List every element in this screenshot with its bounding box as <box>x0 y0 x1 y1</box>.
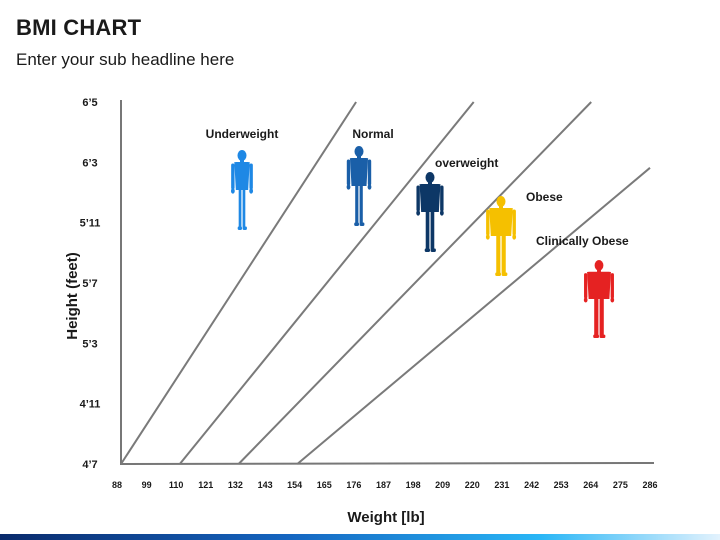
x-tick-label: 253 <box>554 480 569 490</box>
x-tick-label: 286 <box>642 480 657 490</box>
x-tick-label: 198 <box>406 480 421 490</box>
x-tick-label: 275 <box>613 480 628 490</box>
person-silhouette-slim-icon <box>230 150 254 230</box>
person-silhouette-heavy-icon <box>485 196 517 276</box>
x-tick-label: 143 <box>258 480 273 490</box>
x-tick-label: 88 <box>112 480 122 490</box>
y-tick-label: 4’11 <box>80 399 101 411</box>
bmi-boundary-line <box>179 101 475 465</box>
x-tick-label: 132 <box>228 480 243 490</box>
category-label: overweight <box>435 156 498 170</box>
x-tick-label: 187 <box>376 480 391 490</box>
category-label: Obese <box>526 190 563 204</box>
bmi-category: Underweight <box>206 127 279 230</box>
person-silhouette-icon <box>346 146 372 226</box>
person-silhouette-heavy-icon <box>583 260 615 338</box>
x-tick-label: 176 <box>346 480 361 490</box>
bmi-boundary-line <box>237 101 592 465</box>
footer-accent-bar <box>0 534 720 540</box>
page-title: BMI CHART <box>16 15 142 40</box>
bmi-categories: Underweight Normal overweight Obese Clinical… <box>206 127 629 338</box>
x-axis <box>120 462 655 465</box>
y-axis-label: Height (feet) <box>64 252 81 340</box>
y-tick-label: 5’11 <box>80 218 101 230</box>
bmi-category: Normal <box>346 127 394 226</box>
category-label: Underweight <box>206 127 279 141</box>
bmi-boundary-line <box>296 167 651 465</box>
y-tick-labels: 4’7 4’11 5’3 5’7 5’11 6’3 6’5 <box>80 97 101 471</box>
x-tick-label: 209 <box>435 480 450 490</box>
category-label: Normal <box>352 127 393 141</box>
y-tick-label: 4’7 <box>82 459 97 471</box>
x-tick-label: 154 <box>287 480 302 490</box>
category-label: Clinically Obese <box>536 234 629 248</box>
bmi-boundary-lines <box>120 101 651 465</box>
x-tick-label: 242 <box>524 480 539 490</box>
bmi-boundary-line <box>120 101 357 465</box>
y-tick-label: 5’7 <box>82 278 97 290</box>
page-subtitle: Enter your sub headline here <box>16 50 235 69</box>
y-tick-label: 5’3 <box>82 338 97 350</box>
x-tick-labels: 88 99 110 121 132 143 154 165 176 187 198 209 220 231… <box>112 480 658 490</box>
x-tick-label: 110 <box>169 480 184 490</box>
bmi-category: overweight <box>416 156 498 252</box>
x-axis-label: Weight [lb] <box>347 509 424 526</box>
bmi-category: Clinically Obese <box>536 234 629 338</box>
person-silhouette-broad-icon <box>416 172 444 252</box>
y-tick-label: 6’3 <box>82 157 97 169</box>
x-tick-label: 220 <box>465 480 480 490</box>
x-tick-label: 165 <box>317 480 332 490</box>
x-tick-label: 121 <box>198 480 213 490</box>
x-tick-label: 264 <box>583 480 598 490</box>
bmi-category: Obese <box>485 190 563 276</box>
y-tick-label: 6’5 <box>82 97 97 109</box>
x-tick-label: 231 <box>494 480 509 490</box>
x-tick-label: 99 <box>142 480 152 490</box>
